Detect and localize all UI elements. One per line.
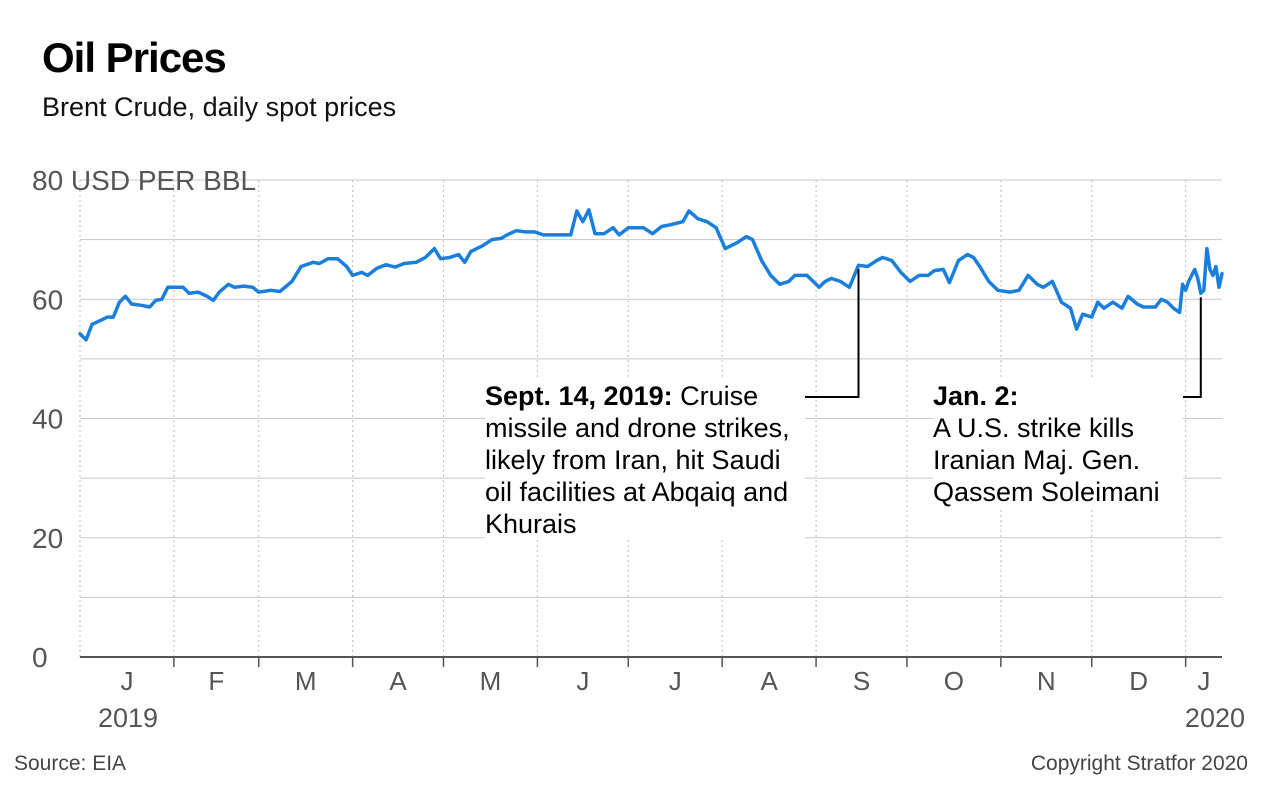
chart-title: Oil Prices — [42, 34, 227, 81]
series-layer — [78, 208, 1224, 342]
leader-sept-14 — [792, 269, 860, 398]
x-tick-label: M — [480, 666, 502, 696]
x-tick-label: J — [1197, 666, 1210, 696]
y-tick-label: 0 — [32, 642, 48, 673]
x-tick-label: F — [208, 666, 224, 696]
x-tick-label: J — [576, 666, 589, 696]
y-tick-label: 40 — [32, 404, 63, 435]
source-note: Source: EIA — [14, 752, 127, 775]
x-tick-label: D — [1129, 666, 1148, 696]
x-tick-label: A — [389, 666, 407, 696]
annotation-sept-14-text: Cruise missile and drone strikes, likely… — [485, 381, 790, 539]
series-line-brent — [78, 208, 1224, 342]
x-tick-label: O — [944, 666, 964, 696]
y-tick-label: 60 — [32, 284, 63, 315]
axis-layer: 0 20 40 60 80 USD PER BBL J F M A M J J A S O N D J 2019 20… — [32, 165, 1245, 733]
x-year-label: 2020 — [1185, 703, 1245, 733]
annotation-jan-2: Jan. 2: A U.S. strike kills Iranian Maj. … — [933, 380, 1183, 508]
x-year-label: 2019 — [98, 703, 158, 733]
x-tick-label: M — [295, 666, 317, 696]
x-tick-label: J — [669, 666, 682, 696]
y-tick-label: 80 USD PER BBL — [32, 165, 256, 196]
chart-subtitle: Brent Crude, daily spot prices — [42, 92, 397, 122]
x-tick-label: S — [853, 666, 870, 696]
x-tick-label: N — [1037, 666, 1056, 696]
annotation-jan-2-text: A U.S. strike kills Iranian Maj. Gen. Qa… — [933, 413, 1160, 507]
x-tick-label: A — [760, 666, 778, 696]
annotation-sept-14-bold: Sept. 14, 2019: — [485, 381, 673, 411]
y-tick-label: 20 — [32, 523, 63, 554]
copyright-note: Copyright Stratfor 2020 — [1030, 752, 1248, 775]
annotation-jan-2-bold: Jan. 2: — [933, 381, 1019, 411]
annotation-sept-14: Sept. 14, 2019: Cruise missile and drone… — [485, 380, 805, 540]
x-tick-label: J — [120, 666, 133, 696]
